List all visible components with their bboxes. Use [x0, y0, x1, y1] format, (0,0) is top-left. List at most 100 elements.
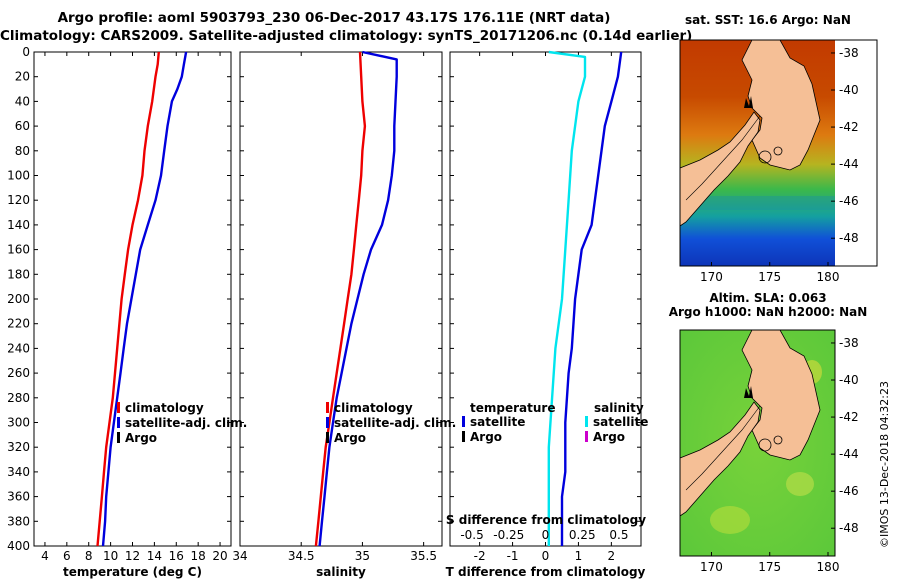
legend-swatch	[326, 432, 329, 443]
map-y-tick-label: -48	[839, 521, 859, 535]
legend-label: satellite-adj. clim.	[334, 416, 456, 430]
legend-title-temperature: temperature	[470, 401, 555, 415]
x-tick-label: 14	[147, 549, 162, 563]
x-axis-label: salinity	[316, 565, 366, 579]
y-tick-label: 200	[7, 292, 30, 306]
x-tick-label: 35	[355, 549, 370, 563]
sla-blob-a	[710, 506, 750, 534]
map-y-tick-label: -42	[839, 410, 859, 424]
map-x-tick-label: 175	[758, 560, 781, 574]
x-axis-label: T difference from climatology	[446, 565, 646, 579]
sla-map-title-line1: Altim. SLA: 0.063	[709, 291, 826, 305]
sst-eddy-b	[773, 146, 783, 156]
x2-tick-label: -0.5	[460, 528, 483, 542]
x-tick-label: 35.5	[410, 549, 437, 563]
sla-blob-c	[786, 472, 814, 496]
south-island	[679, 401, 761, 517]
sst-map-frame	[679, 39, 878, 267]
x2-axis-label: S difference from climatology	[446, 513, 646, 527]
x-tick-label: 8	[85, 549, 93, 563]
legend-label: satellite-adj. clim.	[125, 416, 247, 430]
sla-eddy-a	[758, 438, 772, 452]
temperature-panel: 0 20 40 60 80 100 120 140 160 180 200 220 240 260 280 3…	[7, 45, 247, 579]
legend-swatch	[585, 416, 588, 427]
map-x-tick-label: 170	[700, 270, 723, 284]
sst-argo-marker	[744, 96, 753, 108]
map-y-tick-label: -40	[839, 373, 859, 387]
y-tick-label: 180	[7, 267, 30, 281]
y-tick-label: 100	[7, 169, 30, 183]
series-line-climatology	[314, 51, 367, 547]
y-tick-label: 20	[15, 70, 30, 84]
y-tick-label: 400	[7, 539, 30, 553]
panel-frame	[239, 51, 443, 547]
sst-field-band	[680, 196, 835, 210]
y-tick-label: 260	[7, 366, 30, 380]
x-tick-label: -2	[474, 549, 486, 563]
map-y-tick-label: -48	[839, 231, 859, 245]
imos-credit: ©IMOS 13-Dec-2018 04:32:23	[878, 381, 891, 548]
north-island	[741, 39, 821, 171]
y-tick-label: 140	[7, 218, 30, 232]
map-y-tick-label: -40	[839, 83, 859, 97]
x-tick-label: 2	[608, 549, 616, 563]
panel-frame	[449, 51, 642, 547]
map-y-tick-label: -38	[839, 46, 859, 60]
y-tick-label: 220	[7, 317, 30, 331]
series-line-satellite-adj-clim-	[318, 50, 398, 547]
y-tick-label: 340	[7, 465, 30, 479]
legend-label: satellite	[470, 415, 525, 429]
x-tick-label: 0	[542, 549, 550, 563]
sla-argo-marker	[744, 386, 753, 398]
x-axis-label: temperature (deg C)	[63, 565, 202, 579]
sla-map-title-line2: Argo h1000: NaN h2000: NaN	[669, 305, 868, 319]
map-x-tick-label: 180	[817, 560, 840, 574]
x2-tick-label: 0.25	[569, 528, 596, 542]
sst-map: sat. SST: 16.6 Argo: NaN 170 175 180 -38 -40…	[679, 13, 878, 284]
sst-isobath	[685, 115, 761, 201]
legend-label: climatology	[125, 401, 204, 415]
series-line-climatology	[96, 51, 160, 547]
series-line-satellite-adj-clim-	[101, 51, 188, 547]
x-tick-label: 1	[575, 549, 583, 563]
y-tick-label: 0	[22, 45, 30, 59]
sst-map-axes: 170 175 180 -38 -40 -42 -44 -46 -48	[700, 46, 859, 284]
y-tick-label: 280	[7, 391, 30, 405]
y-tick-label: 60	[15, 119, 30, 133]
x-tick-label: 34.5	[288, 549, 315, 563]
y-tick-label: 300	[7, 416, 30, 430]
x2-tick-label: 0	[542, 528, 550, 542]
map-y-tick-label: -44	[839, 157, 859, 171]
legend-label: Argo	[334, 431, 366, 445]
x-tick-label: 20	[212, 549, 227, 563]
sla-eddy-b	[773, 435, 783, 445]
legend-swatch	[117, 402, 120, 413]
x-tick-label: 10	[103, 549, 118, 563]
chart-title-line1: Argo profile: aoml 5903793_230 06-Dec-20…	[57, 10, 611, 26]
map-y-tick-label: -38	[839, 336, 859, 350]
legend-swatch	[117, 432, 120, 443]
sst-map-title: sat. SST: 16.6 Argo: NaN	[685, 13, 851, 27]
y-tick-label: 160	[7, 243, 30, 257]
chart-title-line2: Climatology: CARS2009. Satellite-adjuste…	[0, 28, 693, 44]
sla-map-frame	[679, 329, 836, 557]
legend-title-salinity: salinity	[594, 401, 644, 415]
map-y-tick-label: -46	[839, 484, 859, 498]
y-tick-label: 80	[15, 144, 30, 158]
y-tick-label: 360	[7, 490, 30, 504]
x-tick-label: 34	[232, 549, 247, 563]
map-x-tick-label: 180	[817, 270, 840, 284]
north-island	[741, 329, 821, 461]
legend-swatch	[462, 416, 465, 427]
legend-label: Argo	[470, 430, 502, 444]
y-tick-label: 240	[7, 341, 30, 355]
legend-swatch	[462, 431, 465, 442]
legend-label: climatology	[334, 401, 413, 415]
x-tick-label: 4	[41, 549, 49, 563]
map-y-tick-label: -46	[839, 194, 859, 208]
sla-map: Altim. SLA: 0.063 Argo h1000: NaN h2000:…	[669, 291, 868, 574]
legend-label: Argo	[593, 430, 625, 444]
sla-isobath	[685, 405, 761, 491]
x-tick-label: 16	[169, 549, 184, 563]
